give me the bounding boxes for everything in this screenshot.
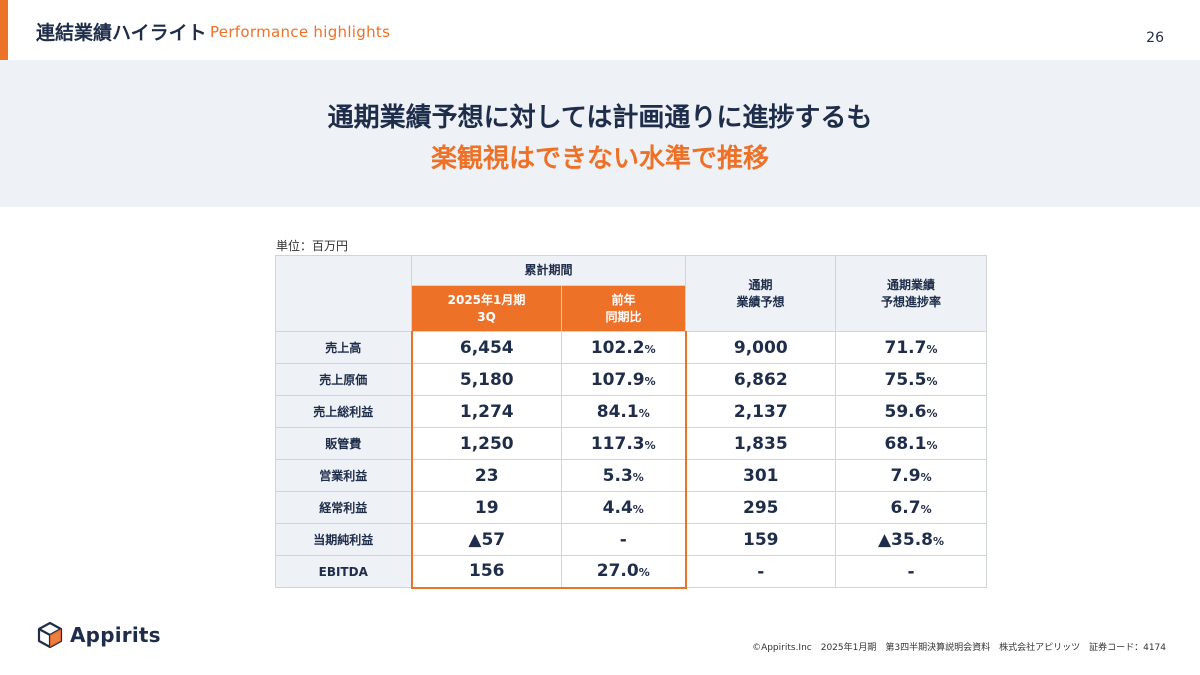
col-header-yoy: 前年 同期比 bbox=[560, 285, 687, 332]
table-row: 売上原価 5,180 107.9% 6,862 75.5% bbox=[275, 363, 988, 396]
cell-forecast: 6,862 bbox=[685, 363, 837, 396]
table-corner-cell bbox=[275, 255, 412, 332]
cell-yoy: 117.3% bbox=[560, 427, 687, 460]
table-row: 販管費 1,250 117.3% 1,835 68.1% bbox=[275, 427, 988, 460]
cell-forecast: 295 bbox=[685, 491, 837, 524]
cell-yoy: 4.4% bbox=[560, 491, 687, 524]
cell-forecast: 301 bbox=[685, 459, 837, 492]
cell-forecast: 159 bbox=[685, 523, 837, 556]
cell-current: 1,250 bbox=[410, 427, 562, 460]
cell-current: 19 bbox=[410, 491, 562, 524]
page-number: 26 bbox=[1146, 30, 1164, 46]
cell-current: 23 bbox=[410, 459, 562, 492]
row-label: 経常利益 bbox=[275, 491, 412, 524]
table-row: 売上総利益 1,274 84.1% 2,137 59.6% bbox=[275, 395, 988, 428]
row-label: 売上高 bbox=[275, 331, 412, 364]
col-header-progress: 通期業績 予想進捗率 bbox=[835, 255, 988, 332]
cell-yoy: 107.9% bbox=[560, 363, 687, 396]
headline-line2: 楽観視はできない水準で推移 bbox=[430, 144, 769, 174]
footer-copyright: ©Appirits.Inc 2025年1月期 第3四半期決算説明会資料 株式会社… bbox=[752, 643, 1166, 653]
cell-progress: 6.7% bbox=[835, 491, 988, 524]
cell-forecast: 1,835 bbox=[685, 427, 837, 460]
section-title: 連結業績ハイライト bbox=[36, 22, 207, 44]
cell-yoy: 102.2% bbox=[560, 331, 687, 364]
section-subtitle: Performance highlights bbox=[210, 23, 391, 41]
cell-progress: 71.7% bbox=[835, 331, 988, 364]
cell-current: 156 bbox=[410, 555, 562, 589]
cube-logo-icon bbox=[37, 621, 63, 649]
cell-yoy: 5.3% bbox=[560, 459, 687, 492]
cell-progress: 68.1% bbox=[835, 427, 988, 460]
row-label: 売上原価 bbox=[275, 363, 412, 396]
cell-yoy: 27.0% bbox=[560, 555, 687, 589]
cell-yoy: 84.1% bbox=[560, 395, 687, 428]
company-logo: Appirits bbox=[36, 621, 161, 649]
cell-forecast: 2,137 bbox=[685, 395, 837, 428]
cell-current: 6,454 bbox=[410, 331, 562, 364]
unit-label: 単位：百万円 bbox=[276, 239, 349, 253]
cell-current: 5,180 bbox=[410, 363, 562, 396]
table-row: EBITDA 156 27.0% - - bbox=[275, 555, 988, 589]
row-label: EBITDA bbox=[275, 555, 412, 588]
cell-forecast: 9,000 bbox=[685, 331, 837, 364]
cell-current: 1,274 bbox=[410, 395, 562, 428]
performance-table: 累計期間 通期 業績予想 通期業績 予想進捗率 2025年1月期 3Q 前年 同… bbox=[275, 255, 988, 589]
cell-progress: 59.6% bbox=[835, 395, 988, 428]
table-row: 営業利益 23 5.3% 301 7.9% bbox=[275, 459, 988, 492]
row-label: 売上総利益 bbox=[275, 395, 412, 428]
table-row: 売上高 6,454 102.2% 9,000 71.7% bbox=[275, 331, 988, 364]
header-accent-bar bbox=[0, 0, 8, 60]
group-header-cumulative: 累計期間 bbox=[410, 255, 687, 286]
col-header-current: 2025年1月期 3Q bbox=[411, 285, 562, 332]
table-row: 経常利益 19 4.4% 295 6.7% bbox=[275, 491, 988, 524]
cell-progress: 75.5% bbox=[835, 363, 988, 396]
cell-yoy: - bbox=[560, 523, 687, 556]
logo-text: Appirits bbox=[70, 623, 161, 647]
row-label: 当期純利益 bbox=[275, 523, 412, 556]
cell-current: ▲57 bbox=[410, 523, 562, 556]
cell-progress: ▲35.8% bbox=[835, 523, 988, 556]
headline-banner bbox=[0, 60, 1200, 207]
headline-line1: 通期業績予想に対しては計画通りに進捗するも bbox=[327, 103, 873, 133]
cell-progress: 7.9% bbox=[835, 459, 988, 492]
col-header-forecast: 通期 業績予想 bbox=[685, 255, 837, 332]
cell-forecast: - bbox=[685, 555, 837, 588]
cell-progress: - bbox=[835, 555, 988, 588]
table-row: 当期純利益 ▲57-159 ▲35.8% bbox=[275, 523, 988, 556]
row-label: 販管費 bbox=[275, 427, 412, 460]
row-label: 営業利益 bbox=[275, 459, 412, 492]
